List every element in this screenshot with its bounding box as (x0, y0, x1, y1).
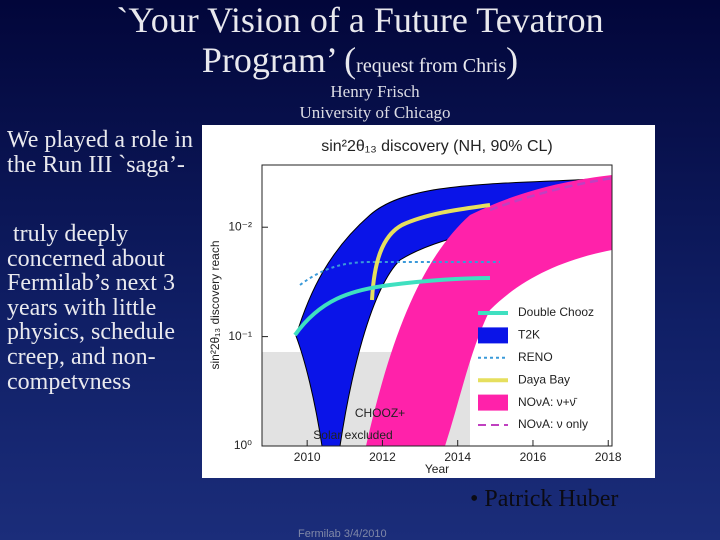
y-tick-label: 10⁻² (228, 219, 252, 233)
figure-title: sin²2θ₁₃ discovery (NH, 90% CL) (321, 138, 553, 155)
legend-swatch (478, 394, 508, 411)
legend-label: T2K (518, 328, 540, 342)
x-tick-label: 2016 (520, 450, 547, 464)
annotation: CHOOZ+ (355, 406, 405, 420)
footer: Fermilab 3/4/2010 (298, 528, 387, 540)
title-part: ) (506, 40, 519, 80)
legend-swatch (478, 327, 508, 344)
nova-nu-curve (489, 176, 613, 212)
y-axis-label: sin²2θ₁₃ discovery reach (208, 241, 222, 370)
title-request: request from Chris (356, 55, 507, 77)
doublechooz-curve (293, 276, 491, 337)
legend-label: RENO (518, 350, 553, 364)
legend-label: Double Chooz (518, 305, 594, 319)
nova-band (366, 175, 612, 446)
affiliation: University of Chicago (299, 103, 451, 122)
legend-label: NOνA: ν+ν̄ (518, 395, 578, 409)
title: Program’ (request from Chris) (0, 40, 720, 86)
x-tick-label: 2010 (294, 450, 321, 464)
dayabay-curve (370, 203, 491, 301)
credit: • Patrick Huber (470, 486, 619, 512)
title-part: Program’ ( (201, 40, 357, 80)
legend-label: NOνA: ν only (518, 417, 588, 431)
legend-label: Daya Bay (518, 372, 570, 386)
title: `Your Vision of a Future Tevatron (116, 0, 604, 40)
x-tick-label: 2014 (444, 450, 471, 464)
x-tick-label: 2018 (595, 450, 622, 464)
x-axis-label: Year (425, 462, 449, 476)
body-text: We played a role in the Run III `saga’- (7, 127, 193, 178)
plot-frame (261, 164, 613, 447)
reno-curve (299, 261, 500, 286)
y-tick-label: 10⁰ (234, 438, 252, 452)
y-tick-label: 10⁻¹ (228, 329, 252, 343)
author: Henry Frisch (330, 82, 420, 101)
body-text: truly deeply concerned about Fermilab’s … (7, 221, 175, 395)
annotation: Solar excluded (313, 428, 392, 442)
x-tick-label: 2012 (369, 450, 396, 464)
